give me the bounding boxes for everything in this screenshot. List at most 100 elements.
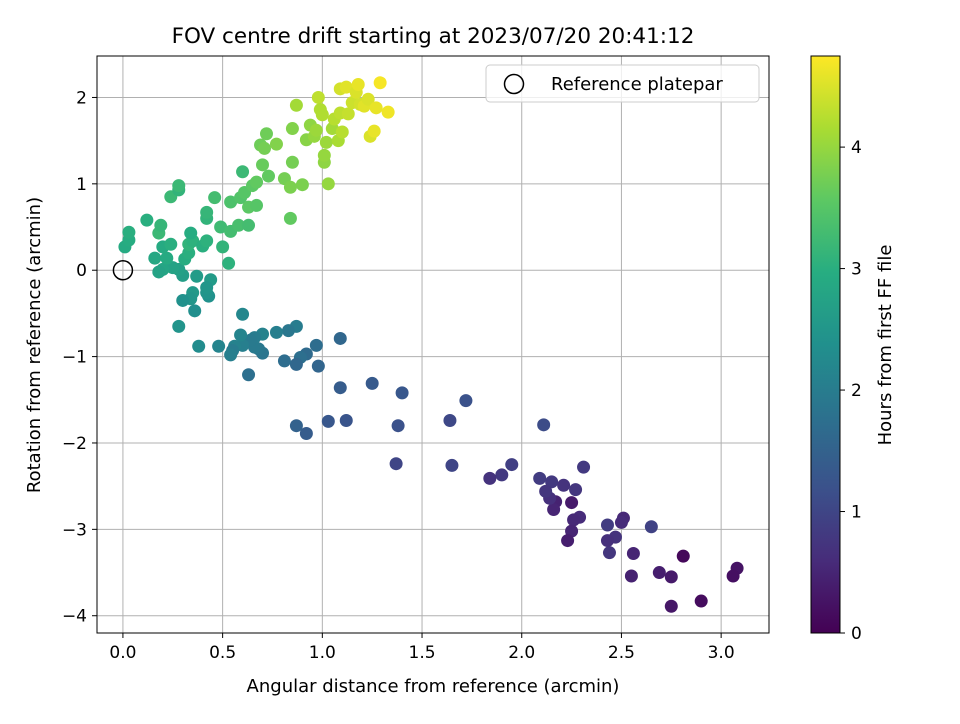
reference-point <box>112 259 134 281</box>
scatter-point <box>557 478 571 492</box>
y-tick-label: −4 <box>62 607 87 627</box>
chart-title: FOV centre drift starting at 2023/07/20 … <box>172 24 695 49</box>
scatter-point <box>369 101 383 115</box>
scatter-point <box>269 325 283 339</box>
scatter-point <box>459 394 473 408</box>
scatter-point <box>299 426 313 440</box>
scatter-point <box>311 359 325 373</box>
scatter-point <box>269 137 283 151</box>
scatter-point <box>242 218 256 232</box>
scatter-point <box>140 213 154 227</box>
y-tick-label: −1 <box>62 348 87 368</box>
colorbar-tick-label: 3 <box>851 260 862 280</box>
scatter-point <box>154 218 168 232</box>
scatter-point <box>664 570 678 584</box>
scatter-point <box>367 124 381 138</box>
scatter-point <box>200 234 214 248</box>
scatter-point <box>533 471 547 485</box>
reference-marker <box>112 259 134 281</box>
colorbar: 0 1 2 3 4 <box>810 55 862 644</box>
scatter-point <box>495 468 509 482</box>
scatter-point <box>626 547 640 561</box>
x-tick-label: 1.5 <box>409 643 436 663</box>
scatter-point <box>200 205 214 219</box>
scatter-point <box>339 80 353 94</box>
scatter-point <box>160 251 174 265</box>
scatter-point <box>222 256 236 270</box>
scatter-point <box>309 338 323 352</box>
scatter-point <box>317 148 331 162</box>
scatter-point <box>242 368 256 382</box>
colorbar-tick-label: 1 <box>851 503 862 523</box>
scatter-point <box>212 339 226 353</box>
x-tick-label: 2.0 <box>508 643 535 663</box>
scatter-point <box>250 198 264 212</box>
scatter-point <box>321 414 335 428</box>
scatter-point <box>166 261 180 275</box>
scatter-point <box>381 105 395 119</box>
scatter-point <box>192 339 206 353</box>
colorbar-tick-label: 0 <box>851 624 862 644</box>
scatter-point <box>184 226 198 240</box>
colorbar-label: Hours from first FF file <box>875 245 896 446</box>
scatter-point <box>200 280 214 294</box>
scatter-point <box>164 237 178 251</box>
scatter-point <box>176 293 190 307</box>
scatter-point <box>188 304 202 318</box>
y-tick-label: −2 <box>62 434 87 454</box>
scatter-point <box>289 98 303 112</box>
scatter-point <box>561 534 575 548</box>
scatter-point <box>122 225 136 239</box>
y-tick-label: 1 <box>76 175 87 195</box>
scatter-point <box>259 127 273 141</box>
scatter-point <box>277 354 291 368</box>
scatter-point <box>285 122 299 136</box>
x-tick-label: 3.0 <box>708 643 735 663</box>
scatter-point <box>341 107 355 121</box>
scatter-point <box>236 307 250 321</box>
scatter-point <box>295 178 309 192</box>
scatter-point <box>389 457 403 471</box>
scatter-point <box>569 483 583 497</box>
scatter-point <box>216 240 230 254</box>
scatter-point <box>224 195 238 209</box>
scatter-point <box>214 220 228 234</box>
legend-marker-reference <box>503 73 525 95</box>
scatter-point <box>208 191 222 205</box>
scatter-point <box>443 414 457 428</box>
scatter-points <box>118 76 744 613</box>
y-tick-label: 0 <box>76 261 87 281</box>
scatter-point <box>373 76 387 90</box>
scatter-point <box>545 475 559 489</box>
colorbar-gradient <box>810 55 841 634</box>
x-tick-label: 1.0 <box>309 643 336 663</box>
scatter-point <box>224 348 238 362</box>
scatter-point <box>351 78 365 92</box>
scatter-point <box>172 319 186 333</box>
scatter-point <box>152 265 166 279</box>
axes-border <box>96 55 770 634</box>
scatter-point <box>539 484 553 498</box>
scatter-point <box>664 599 678 613</box>
scatter-point <box>236 165 250 179</box>
scatter-point <box>644 520 658 534</box>
scatter-point <box>694 594 708 608</box>
x-axis-label: Angular distance from reference (arcmin) <box>247 676 620 697</box>
scatter-point <box>289 419 303 433</box>
scatter-point <box>624 569 638 583</box>
scatter-point <box>281 324 295 338</box>
scatter-point <box>577 460 591 474</box>
scatter-point <box>361 92 375 106</box>
axes-frame <box>96 55 770 634</box>
scatter-point <box>567 513 581 527</box>
scatter-point <box>537 418 551 432</box>
scatter-point <box>234 328 248 342</box>
scatter-point <box>232 218 246 232</box>
scatter-point <box>289 357 303 371</box>
scatter-point <box>285 155 299 169</box>
scatter-point <box>600 518 614 532</box>
scatter-point <box>395 386 409 400</box>
scatter-point <box>505 458 519 472</box>
scatter-point <box>483 471 497 485</box>
scatter-point <box>261 169 275 183</box>
